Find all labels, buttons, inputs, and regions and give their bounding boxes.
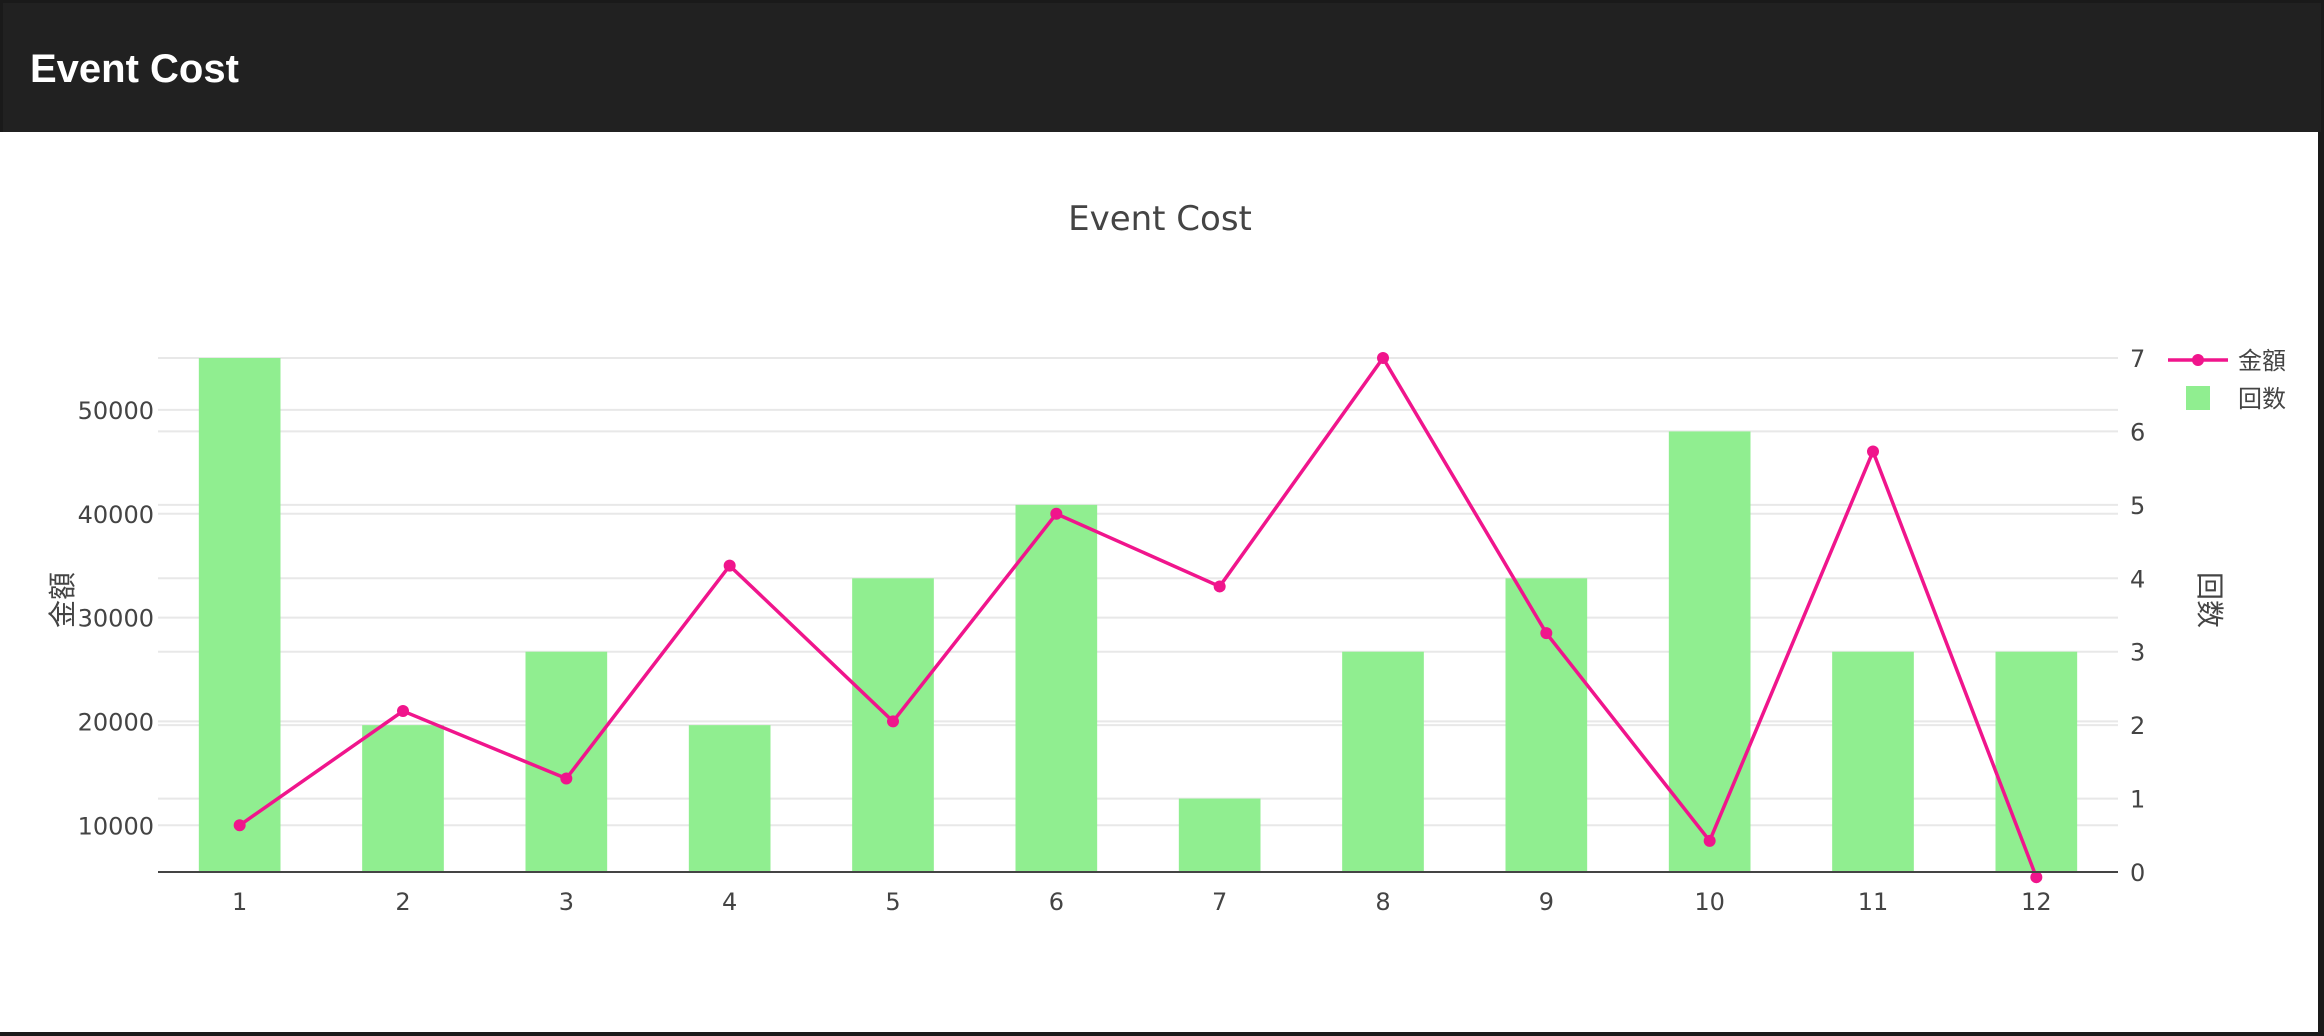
app-title: Event Cost (30, 47, 239, 91)
line-point (1540, 627, 1553, 640)
y-right-tick-label: 5 (2130, 492, 2145, 520)
bar (525, 651, 608, 872)
x-tick-label: 8 (1375, 888, 1390, 916)
y-left-tick-label: 40000 (78, 501, 154, 529)
bar (1995, 651, 2078, 872)
x-tick-label: 2 (395, 888, 410, 916)
line-point (233, 819, 246, 832)
bar (362, 725, 444, 872)
chart-panel (0, 132, 2318, 1032)
bar (1178, 798, 1261, 872)
x-tick-label: 11 (1858, 888, 1889, 916)
app-header: Event Cost (3, 3, 2321, 132)
y-right-tick-label: 3 (2130, 639, 2145, 667)
legend-label-amount: 金額 (2238, 347, 2286, 375)
line-point (560, 772, 573, 785)
line-point (887, 715, 899, 728)
y-left-tick-label: 10000 (78, 812, 154, 840)
y-axis-right-label: 回数 (2193, 572, 2226, 628)
axes: 1 2 3 4 5 6 7 8 9 10 11 121000020000300004000050000… (78, 345, 2146, 916)
bar (1342, 651, 1424, 872)
line-point (1703, 834, 1716, 847)
y-right-tick-label: 6 (2130, 418, 2145, 446)
chart-title: Event Cost (1068, 199, 1252, 239)
line-path (238, 354, 2038, 878)
line-point (1213, 580, 1226, 593)
y-right-tick-label: 1 (2130, 786, 2145, 814)
x-tick-label: 6 (1049, 888, 1064, 916)
bar-series (198, 358, 2078, 872)
bar (1505, 578, 1588, 872)
y-left-tick-label: 30000 (78, 605, 154, 633)
x-tick-label: 9 (1539, 888, 1554, 916)
legend-label-count: 回数 (2238, 385, 2286, 413)
bar (1668, 431, 1751, 872)
line-point (1867, 445, 1879, 458)
gridlines (158, 357, 2118, 827)
y-axis-left-label: 金額 (46, 572, 79, 628)
bar (198, 358, 281, 872)
line-point (1377, 352, 1389, 364)
y-left-tick-label: 50000 (78, 397, 154, 425)
x-tick-label: 1 (232, 888, 247, 916)
legend-line-marker (2192, 354, 2204, 366)
x-tick-label: 5 (885, 888, 900, 916)
line-series (233, 352, 2043, 884)
line-point (2030, 871, 2043, 884)
x-tick-label: 4 (722, 888, 737, 916)
x-tick-label: 10 (1694, 888, 1725, 916)
y-right-tick-label: 2 (2130, 712, 2145, 740)
bar (1015, 504, 1098, 872)
legend-bar-swatch (2186, 386, 2210, 410)
y-right-tick-label: 7 (2130, 345, 2145, 373)
y-right-tick-label: 0 (2130, 859, 2145, 887)
x-tick-label: 3 (559, 888, 574, 916)
bar (1832, 651, 1914, 872)
x-tick-label: 12 (2021, 888, 2052, 916)
line-point (1050, 507, 1063, 520)
y-left-tick-label: 20000 (78, 708, 154, 736)
line-point (723, 559, 736, 572)
y-right-tick-label: 4 (2130, 565, 2145, 593)
line-point (397, 705, 409, 718)
x-tick-label: 7 (1212, 888, 1227, 916)
bar (688, 725, 771, 872)
